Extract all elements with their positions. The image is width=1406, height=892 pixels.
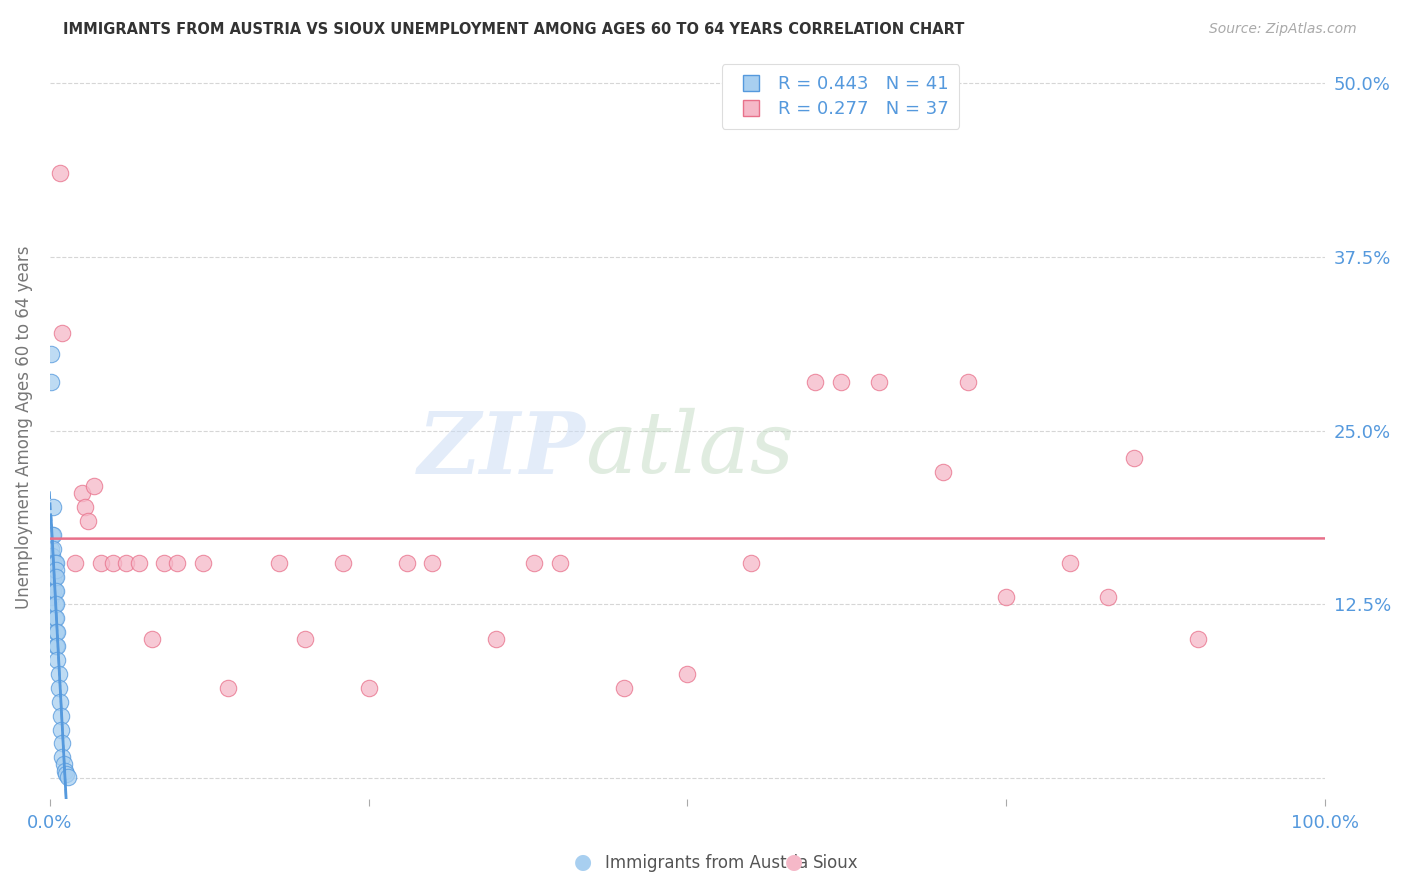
Point <box>740 556 762 570</box>
Point <box>45 556 67 570</box>
Legend: R = 0.443   N = 41, R = 0.277   N = 37: R = 0.443 N = 41, R = 0.277 N = 37 <box>721 64 959 129</box>
Text: atlas: atlas <box>585 409 794 491</box>
Point <box>45 583 67 598</box>
Point <box>42 583 65 598</box>
Point <box>548 556 571 570</box>
Point <box>90 556 112 570</box>
Point <box>45 625 67 640</box>
Point <box>39 375 62 389</box>
Point <box>42 569 65 583</box>
Point <box>44 583 66 598</box>
Point <box>830 375 852 389</box>
Point <box>45 563 67 577</box>
Point <box>46 653 69 667</box>
Point <box>39 347 62 361</box>
Point <box>957 375 980 389</box>
Point <box>56 770 79 784</box>
Point <box>39 569 62 583</box>
Point <box>55 767 77 781</box>
Point <box>422 556 444 570</box>
Point <box>83 479 105 493</box>
Point <box>48 667 70 681</box>
Point <box>52 757 75 772</box>
Point <box>44 569 66 583</box>
Point <box>41 549 63 563</box>
Point <box>51 737 73 751</box>
Text: ●: ● <box>786 853 803 872</box>
Point <box>39 541 62 556</box>
Point <box>332 556 354 570</box>
Point <box>42 500 65 514</box>
Point <box>77 514 100 528</box>
Point <box>613 681 636 695</box>
Point <box>1123 451 1146 466</box>
Point <box>39 556 62 570</box>
Point <box>45 569 67 583</box>
Point <box>115 556 138 570</box>
Point <box>46 625 69 640</box>
Point <box>39 591 62 605</box>
Point <box>44 598 66 612</box>
Point <box>676 667 699 681</box>
Point <box>45 639 67 653</box>
Point <box>141 632 163 647</box>
Point <box>523 556 546 570</box>
Point <box>63 556 86 570</box>
Point <box>1059 556 1081 570</box>
Text: IMMIGRANTS FROM AUSTRIA VS SIOUX UNEMPLOYMENT AMONG AGES 60 TO 64 YEARS CORRELAT: IMMIGRANTS FROM AUSTRIA VS SIOUX UNEMPLO… <box>63 22 965 37</box>
Point <box>217 681 239 695</box>
Point <box>166 556 188 570</box>
Point <box>294 632 316 647</box>
Text: ●: ● <box>575 853 592 872</box>
Point <box>485 632 508 647</box>
Point <box>1187 632 1209 647</box>
Point <box>49 723 72 737</box>
Point <box>53 764 76 779</box>
Point <box>128 556 150 570</box>
Point <box>49 708 72 723</box>
Point <box>357 681 380 695</box>
Point <box>191 556 214 570</box>
Point <box>48 681 70 695</box>
Point <box>931 466 953 480</box>
Point <box>41 563 63 577</box>
Point <box>75 500 97 514</box>
Point <box>804 375 827 389</box>
Point <box>269 556 291 570</box>
Point <box>46 639 69 653</box>
Text: Immigrants from Austria: Immigrants from Austria <box>605 855 808 872</box>
Point <box>49 166 72 180</box>
Point <box>49 695 72 709</box>
Point <box>70 486 93 500</box>
Point <box>45 598 67 612</box>
Text: Source: ZipAtlas.com: Source: ZipAtlas.com <box>1209 22 1357 37</box>
Point <box>44 611 66 625</box>
Text: ZIP: ZIP <box>418 408 585 491</box>
Point <box>42 541 65 556</box>
Point <box>103 556 125 570</box>
Point <box>51 750 73 764</box>
Point <box>395 556 418 570</box>
Text: Sioux: Sioux <box>813 855 858 872</box>
Point <box>41 528 63 542</box>
Point <box>41 576 63 591</box>
Point <box>1097 591 1119 605</box>
Point <box>51 326 73 341</box>
Point <box>153 556 176 570</box>
Point <box>45 611 67 625</box>
Point <box>44 556 66 570</box>
Point <box>995 591 1018 605</box>
Y-axis label: Unemployment Among Ages 60 to 64 years: Unemployment Among Ages 60 to 64 years <box>15 245 32 609</box>
Point <box>868 375 890 389</box>
Point <box>42 528 65 542</box>
Point <box>42 556 65 570</box>
